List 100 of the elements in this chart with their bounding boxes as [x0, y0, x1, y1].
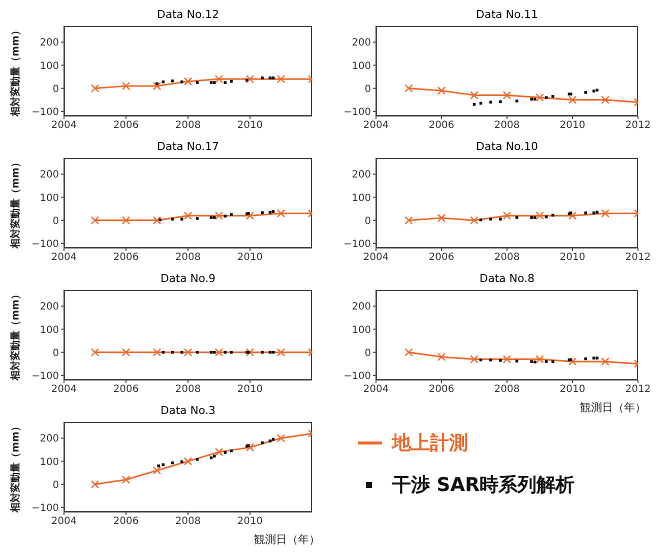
x-tick-label: 2006: [428, 384, 454, 396]
point: [592, 356, 596, 360]
chart-title: Data No.11: [474, 8, 540, 22]
point: [551, 360, 554, 363]
y-tick-label: −100: [344, 238, 371, 250]
point: [499, 218, 502, 221]
x-tick-label: 2010: [237, 252, 263, 264]
x-tick-label: 2006: [428, 120, 454, 132]
point: [470, 216, 478, 224]
point: [592, 212, 596, 214]
y-tick-label: 200: [40, 38, 59, 49]
point: [437, 214, 446, 222]
point: [214, 212, 224, 220]
y-axis-title: 相対変動量（mm）: [8, 26, 22, 116]
x-tick-label: 2010: [237, 516, 263, 528]
point: [470, 355, 478, 364]
x-tick-label: 2006: [113, 384, 139, 396]
x-tick-label: 2006: [113, 252, 139, 264]
point: [230, 213, 233, 216]
point: [261, 76, 264, 80]
point: [551, 214, 554, 217]
y-tick-label: 100: [352, 60, 371, 72]
x-tick-label: 2006: [428, 252, 454, 264]
y-tick-label: 200: [352, 38, 371, 49]
x-tick-label: 2006: [113, 516, 139, 528]
point: [210, 81, 213, 84]
point: [404, 84, 413, 92]
chart-title: Data No.3: [159, 404, 217, 418]
point: [212, 81, 216, 84]
point: [530, 216, 533, 219]
x-tick-label: 2004: [363, 384, 389, 396]
x-tick-label: 2004: [51, 384, 77, 396]
y-tick-label: −100: [32, 238, 59, 250]
point: [157, 464, 160, 468]
x-tick-label: 2010: [560, 120, 586, 132]
point: [472, 103, 476, 106]
y-tick-label: 0: [364, 348, 371, 359]
point: [272, 76, 275, 80]
y-tick-label: −100: [344, 370, 371, 382]
point: [184, 457, 192, 466]
point: [544, 360, 548, 363]
point: [156, 82, 158, 86]
point: [152, 82, 162, 90]
point: [276, 209, 286, 218]
point: [276, 74, 286, 84]
chart-title: Data No.17: [156, 140, 220, 154]
point: [272, 210, 275, 213]
point: [551, 94, 554, 98]
y-tick-label: 100: [352, 324, 371, 336]
point: [184, 77, 192, 86]
point: [568, 96, 577, 104]
point: [502, 355, 512, 364]
point: [596, 356, 598, 360]
y-axis-title: 相対変動量（mm）: [8, 158, 22, 248]
chart-title: Data No.8: [478, 272, 536, 286]
point: [268, 440, 272, 442]
point: [276, 434, 286, 442]
point: [584, 91, 587, 94]
point: [196, 81, 199, 84]
point: [224, 81, 227, 84]
y-tick-label: 200: [40, 170, 59, 181]
x-tick-label: 2006: [113, 120, 139, 132]
point: [90, 216, 100, 224]
point: [196, 217, 199, 220]
point: [246, 78, 248, 82]
point: [499, 358, 502, 362]
y-tick-label: −100: [344, 106, 371, 118]
y-tick-label: −100: [32, 502, 59, 514]
point: [596, 210, 598, 214]
point: [90, 480, 100, 488]
point: [437, 86, 446, 95]
y-tick-label: 0: [52, 216, 59, 227]
y-tick-label: 0: [52, 84, 59, 95]
y-tick-label: 0: [52, 348, 59, 359]
point: [502, 91, 512, 100]
x-tick-label: 2004: [363, 120, 389, 132]
point: [224, 451, 227, 454]
point: [568, 212, 577, 220]
point: [122, 82, 130, 90]
point: [90, 84, 100, 92]
point: [212, 216, 216, 219]
point: [533, 216, 536, 219]
point: [184, 212, 192, 220]
point: [196, 458, 199, 461]
point: [601, 357, 610, 366]
x-tick-label: 2008: [175, 120, 201, 132]
point: [536, 355, 544, 364]
y-tick-label: 200: [352, 170, 371, 181]
point: [601, 209, 610, 218]
point: [158, 218, 162, 222]
point: [171, 80, 174, 82]
x-tick-label: 2008: [494, 252, 520, 264]
point: [171, 461, 174, 464]
y-tick-label: 0: [52, 480, 59, 491]
x-tick-label: 2008: [494, 120, 520, 132]
y-tick-label: 0: [364, 216, 371, 227]
chart-title: Data No.9: [159, 272, 217, 286]
point: [515, 216, 518, 219]
point: [584, 357, 587, 360]
point: [536, 212, 544, 220]
